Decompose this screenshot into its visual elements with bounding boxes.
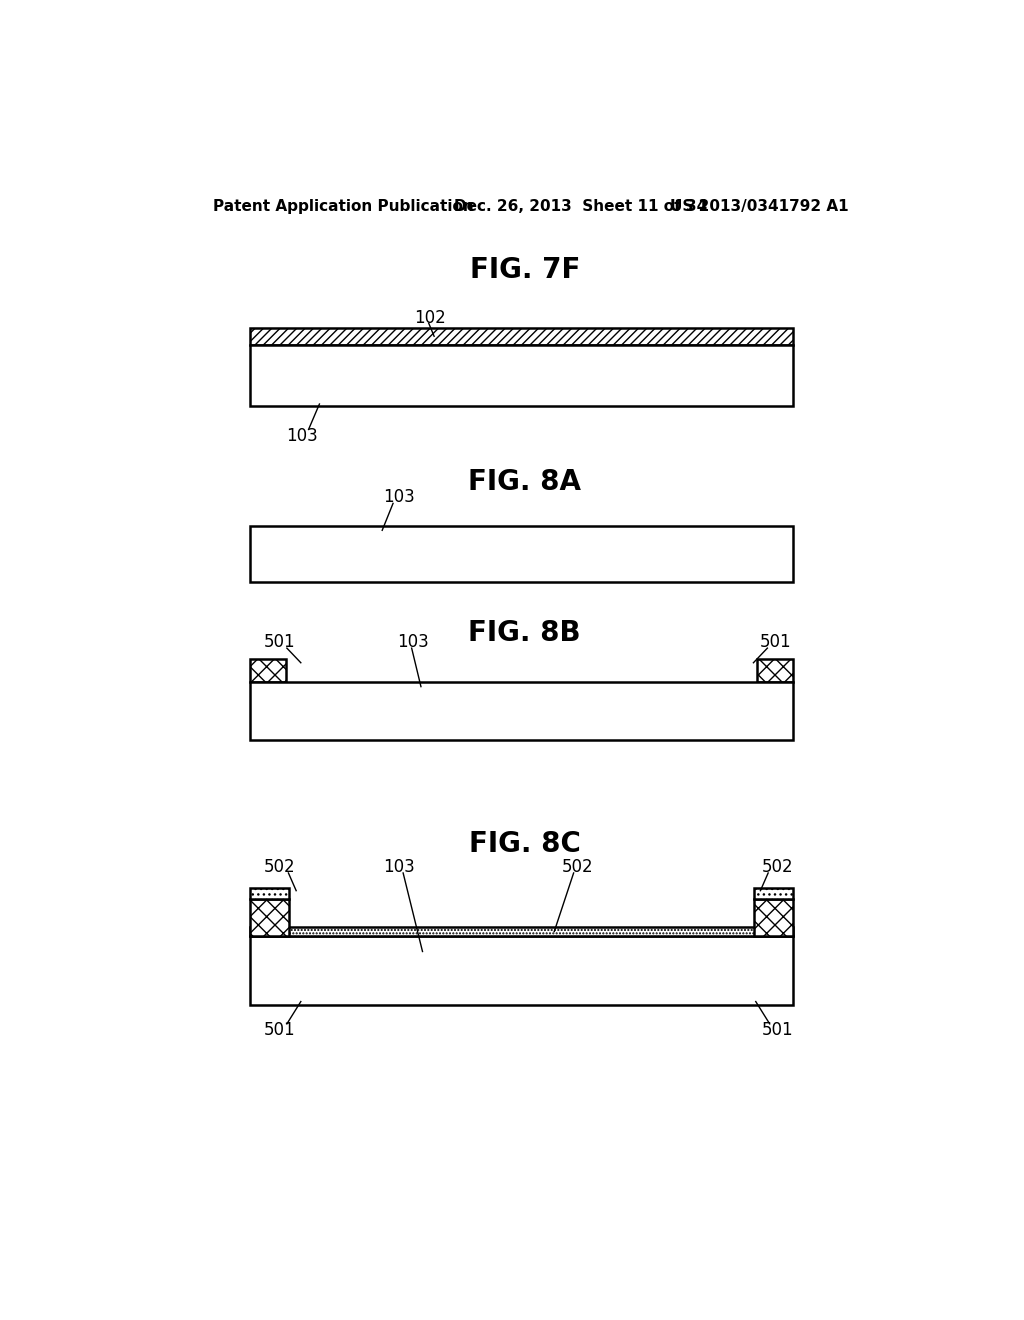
Text: 501: 501 bbox=[263, 1022, 295, 1039]
Bar bbox=[251, 936, 793, 1006]
Bar bbox=[251, 659, 286, 682]
Text: FIG. 8B: FIG. 8B bbox=[469, 619, 581, 648]
Bar bbox=[251, 527, 793, 582]
Text: 103: 103 bbox=[287, 426, 318, 445]
Bar bbox=[758, 659, 793, 682]
Text: 502: 502 bbox=[263, 858, 295, 875]
Text: 102: 102 bbox=[415, 309, 446, 327]
Bar bbox=[251, 927, 793, 936]
Bar bbox=[251, 327, 793, 345]
Text: FIG. 8C: FIG. 8C bbox=[469, 830, 581, 858]
Text: FIG. 8A: FIG. 8A bbox=[468, 467, 582, 496]
Bar bbox=[251, 345, 793, 407]
Text: 103: 103 bbox=[383, 858, 415, 875]
Text: 502: 502 bbox=[762, 858, 794, 875]
Text: 103: 103 bbox=[383, 488, 415, 506]
Bar bbox=[755, 888, 793, 899]
Text: 501: 501 bbox=[762, 1022, 794, 1039]
Text: 501: 501 bbox=[760, 634, 791, 651]
Bar bbox=[251, 888, 289, 899]
Text: Dec. 26, 2013  Sheet 11 of 34: Dec. 26, 2013 Sheet 11 of 34 bbox=[454, 198, 707, 214]
Bar bbox=[755, 899, 793, 936]
Bar bbox=[251, 682, 793, 739]
Text: 501: 501 bbox=[263, 634, 295, 651]
Bar bbox=[251, 899, 289, 936]
Text: US 2013/0341792 A1: US 2013/0341792 A1 bbox=[671, 198, 849, 214]
Text: 103: 103 bbox=[397, 634, 429, 651]
Text: 502: 502 bbox=[562, 858, 593, 875]
Text: Patent Application Publication: Patent Application Publication bbox=[213, 198, 474, 214]
Text: FIG. 7F: FIG. 7F bbox=[470, 256, 580, 284]
